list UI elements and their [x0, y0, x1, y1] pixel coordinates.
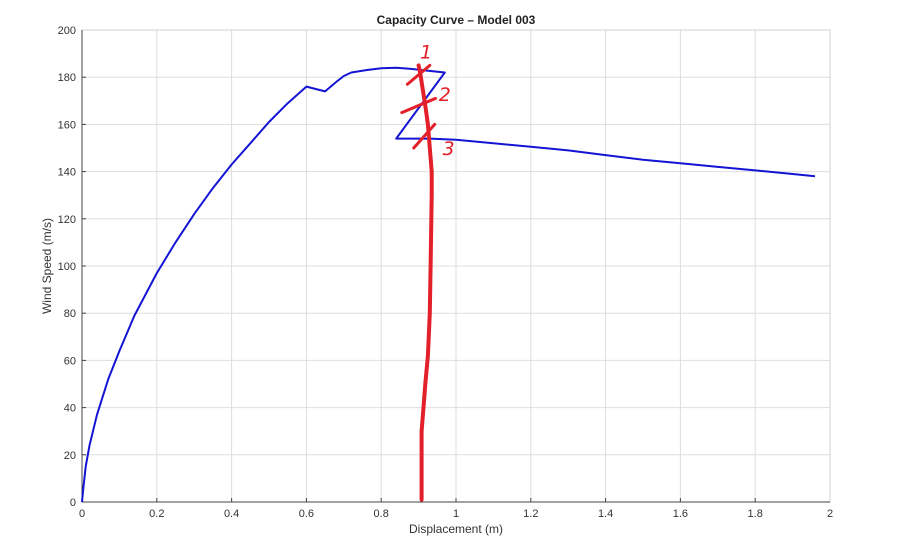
annotation-vertical-line	[416, 63, 434, 502]
y-axis-label: Wind Speed (m/s)	[40, 218, 54, 314]
y-tick-label: 60	[64, 355, 76, 367]
x-tick-label: 0	[79, 508, 85, 520]
y-tick-label: 40	[64, 403, 76, 415]
annotation-label: 2	[439, 84, 451, 106]
annotation-cross-mark	[412, 122, 437, 150]
y-tick-label: 120	[58, 214, 76, 226]
y-tick-label: 180	[58, 72, 76, 84]
capacity-curve-line	[81, 66, 816, 503]
x-tick-label: 2	[827, 508, 833, 520]
x-tick-label: 0.2	[149, 508, 164, 520]
y-tick-label: 0	[70, 497, 76, 509]
y-tick-label: 20	[64, 450, 76, 462]
annotation-label: 1	[420, 41, 432, 63]
y-tick-label: 140	[58, 167, 76, 179]
x-tick-label: 1	[453, 508, 459, 520]
series-layer	[81, 66, 816, 503]
tick-labels: 0 0.2 0.4 0.6 0.8 1 1.2 1.4 1.6 1.8 20204060801001…	[58, 25, 833, 520]
x-axis-label: Displacement (m)	[409, 522, 503, 536]
handwritten-annotations: 12 3	[400, 41, 455, 502]
x-tick-label: 1.2	[523, 508, 538, 520]
chart-title: Capacity Curve – Model 003	[377, 13, 536, 27]
x-tick-label: 1.6	[673, 508, 688, 520]
x-tick-label: 1.8	[748, 508, 763, 520]
x-tick-label: 0.8	[374, 508, 389, 520]
annotation-cross-mark	[400, 96, 437, 115]
y-tick-label: 200	[58, 25, 76, 37]
x-tick-label: 1.4	[598, 508, 613, 520]
axes	[81, 29, 831, 503]
y-tick-label: 160	[58, 119, 76, 131]
y-tick-label: 100	[58, 261, 76, 273]
x-tick-label: 0.6	[299, 508, 314, 520]
y-tick-label: 80	[64, 308, 76, 320]
annotation-cross-mark	[405, 63, 432, 86]
x-tick-label: 0.4	[224, 508, 239, 520]
annotation-label: 3	[442, 138, 454, 160]
